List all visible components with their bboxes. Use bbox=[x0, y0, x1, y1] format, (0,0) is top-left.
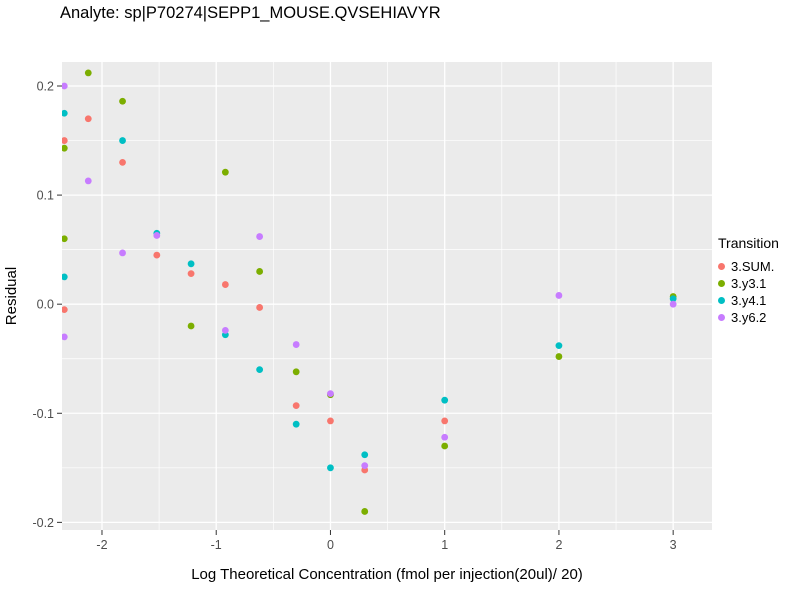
data-point bbox=[292, 341, 300, 348]
x-tick-label: 1 bbox=[441, 538, 448, 552]
data-point bbox=[361, 451, 369, 459]
x-tick-labels: -2 -1 0 1 2 3 bbox=[96, 538, 676, 552]
data-point bbox=[62, 235, 68, 243]
data-point bbox=[187, 260, 195, 268]
legend-key-dot bbox=[718, 263, 725, 270]
y-tick-label: 0.2 bbox=[37, 80, 54, 94]
data-point bbox=[62, 306, 68, 314]
data-point bbox=[256, 233, 264, 240]
legend-item: 3.y4.1 bbox=[718, 292, 779, 309]
x-tick-label: -2 bbox=[96, 538, 107, 552]
legend-items: 3.SUM. 3.y3.1 3.y4.1 3.y6.2 bbox=[718, 258, 779, 326]
x-tick-label: -1 bbox=[211, 538, 222, 552]
data-point bbox=[441, 396, 449, 404]
data-point bbox=[119, 97, 126, 105]
data-point bbox=[327, 464, 334, 472]
data-point bbox=[441, 417, 449, 425]
x-axis-title: Log Theoretical Concentration (fmol per … bbox=[191, 566, 583, 583]
legend-item: 3.y6.2 bbox=[718, 309, 779, 326]
data-point bbox=[669, 300, 677, 308]
data-point bbox=[327, 417, 334, 425]
series-3.SUM. bbox=[62, 115, 449, 474]
data-point bbox=[187, 322, 195, 330]
legend-label: 3.y4.1 bbox=[731, 293, 767, 308]
y-axis-title: Residual bbox=[3, 266, 20, 326]
data-point bbox=[361, 462, 369, 470]
legend-item: 3.SUM. bbox=[718, 258, 779, 275]
legend-key-dot bbox=[718, 297, 725, 304]
data-point bbox=[327, 390, 334, 398]
data-point bbox=[62, 333, 68, 341]
data-point bbox=[256, 304, 264, 311]
legend-key-dot bbox=[718, 314, 725, 321]
y-tick-label: 0.0 bbox=[37, 298, 54, 312]
data-point bbox=[555, 292, 563, 299]
y-tick-label: -0.1 bbox=[32, 407, 54, 421]
data-point bbox=[62, 82, 68, 90]
legend-item: 3.y3.1 bbox=[718, 275, 779, 292]
data-point bbox=[221, 326, 229, 334]
legend-label: 3.y6.2 bbox=[731, 310, 767, 325]
axis-ticks bbox=[57, 85, 674, 535]
data-point bbox=[292, 402, 300, 410]
data-point bbox=[119, 137, 126, 144]
data-point bbox=[669, 295, 677, 303]
data-point bbox=[555, 353, 563, 360]
x-tick-label: 0 bbox=[327, 538, 334, 552]
data-point bbox=[361, 508, 369, 515]
data-point bbox=[441, 433, 449, 441]
plot-panel bbox=[62, 62, 712, 530]
data-point bbox=[62, 109, 68, 117]
chart-title: Analyte: sp|P70274|SEPP1_MOUSE.QVSEHIAVY… bbox=[60, 4, 441, 22]
data-point bbox=[256, 268, 264, 275]
data-point bbox=[62, 137, 68, 144]
data-point bbox=[555, 342, 563, 350]
data-point bbox=[84, 177, 92, 185]
data-point bbox=[221, 168, 229, 176]
data-point bbox=[84, 115, 92, 123]
major-gridlines bbox=[62, 62, 712, 530]
legend: Transition 3.SUM. 3.y3.1 3.y4.1 3.y6.2 bbox=[718, 235, 779, 326]
minor-gridlines bbox=[62, 62, 712, 530]
data-point bbox=[221, 281, 229, 288]
data-point bbox=[119, 249, 126, 257]
series-3.y6.2 bbox=[62, 82, 677, 470]
data-point bbox=[292, 368, 300, 376]
data-point bbox=[256, 366, 264, 374]
y-tick-label: -0.2 bbox=[32, 516, 54, 530]
data-point bbox=[153, 232, 161, 239]
data-point bbox=[119, 158, 126, 166]
data-point bbox=[441, 442, 449, 450]
y-tick-label: 0.1 bbox=[37, 189, 54, 203]
data-point bbox=[292, 420, 300, 428]
series-3.y3.1 bbox=[62, 69, 677, 515]
data-point bbox=[62, 273, 68, 281]
data-point bbox=[187, 270, 195, 278]
data-point bbox=[62, 144, 68, 152]
legend-label: 3.y3.1 bbox=[731, 276, 767, 291]
legend-label: 3.SUM. bbox=[731, 259, 775, 274]
data-point bbox=[84, 69, 92, 77]
x-tick-label: 2 bbox=[555, 538, 562, 552]
legend-key-dot bbox=[718, 280, 725, 287]
data-point bbox=[153, 251, 161, 259]
legend-title: Transition bbox=[718, 235, 779, 251]
y-tick-labels: -0.2 -0.1 0.0 0.1 0.2 bbox=[32, 80, 54, 530]
x-tick-label: 3 bbox=[670, 538, 677, 552]
